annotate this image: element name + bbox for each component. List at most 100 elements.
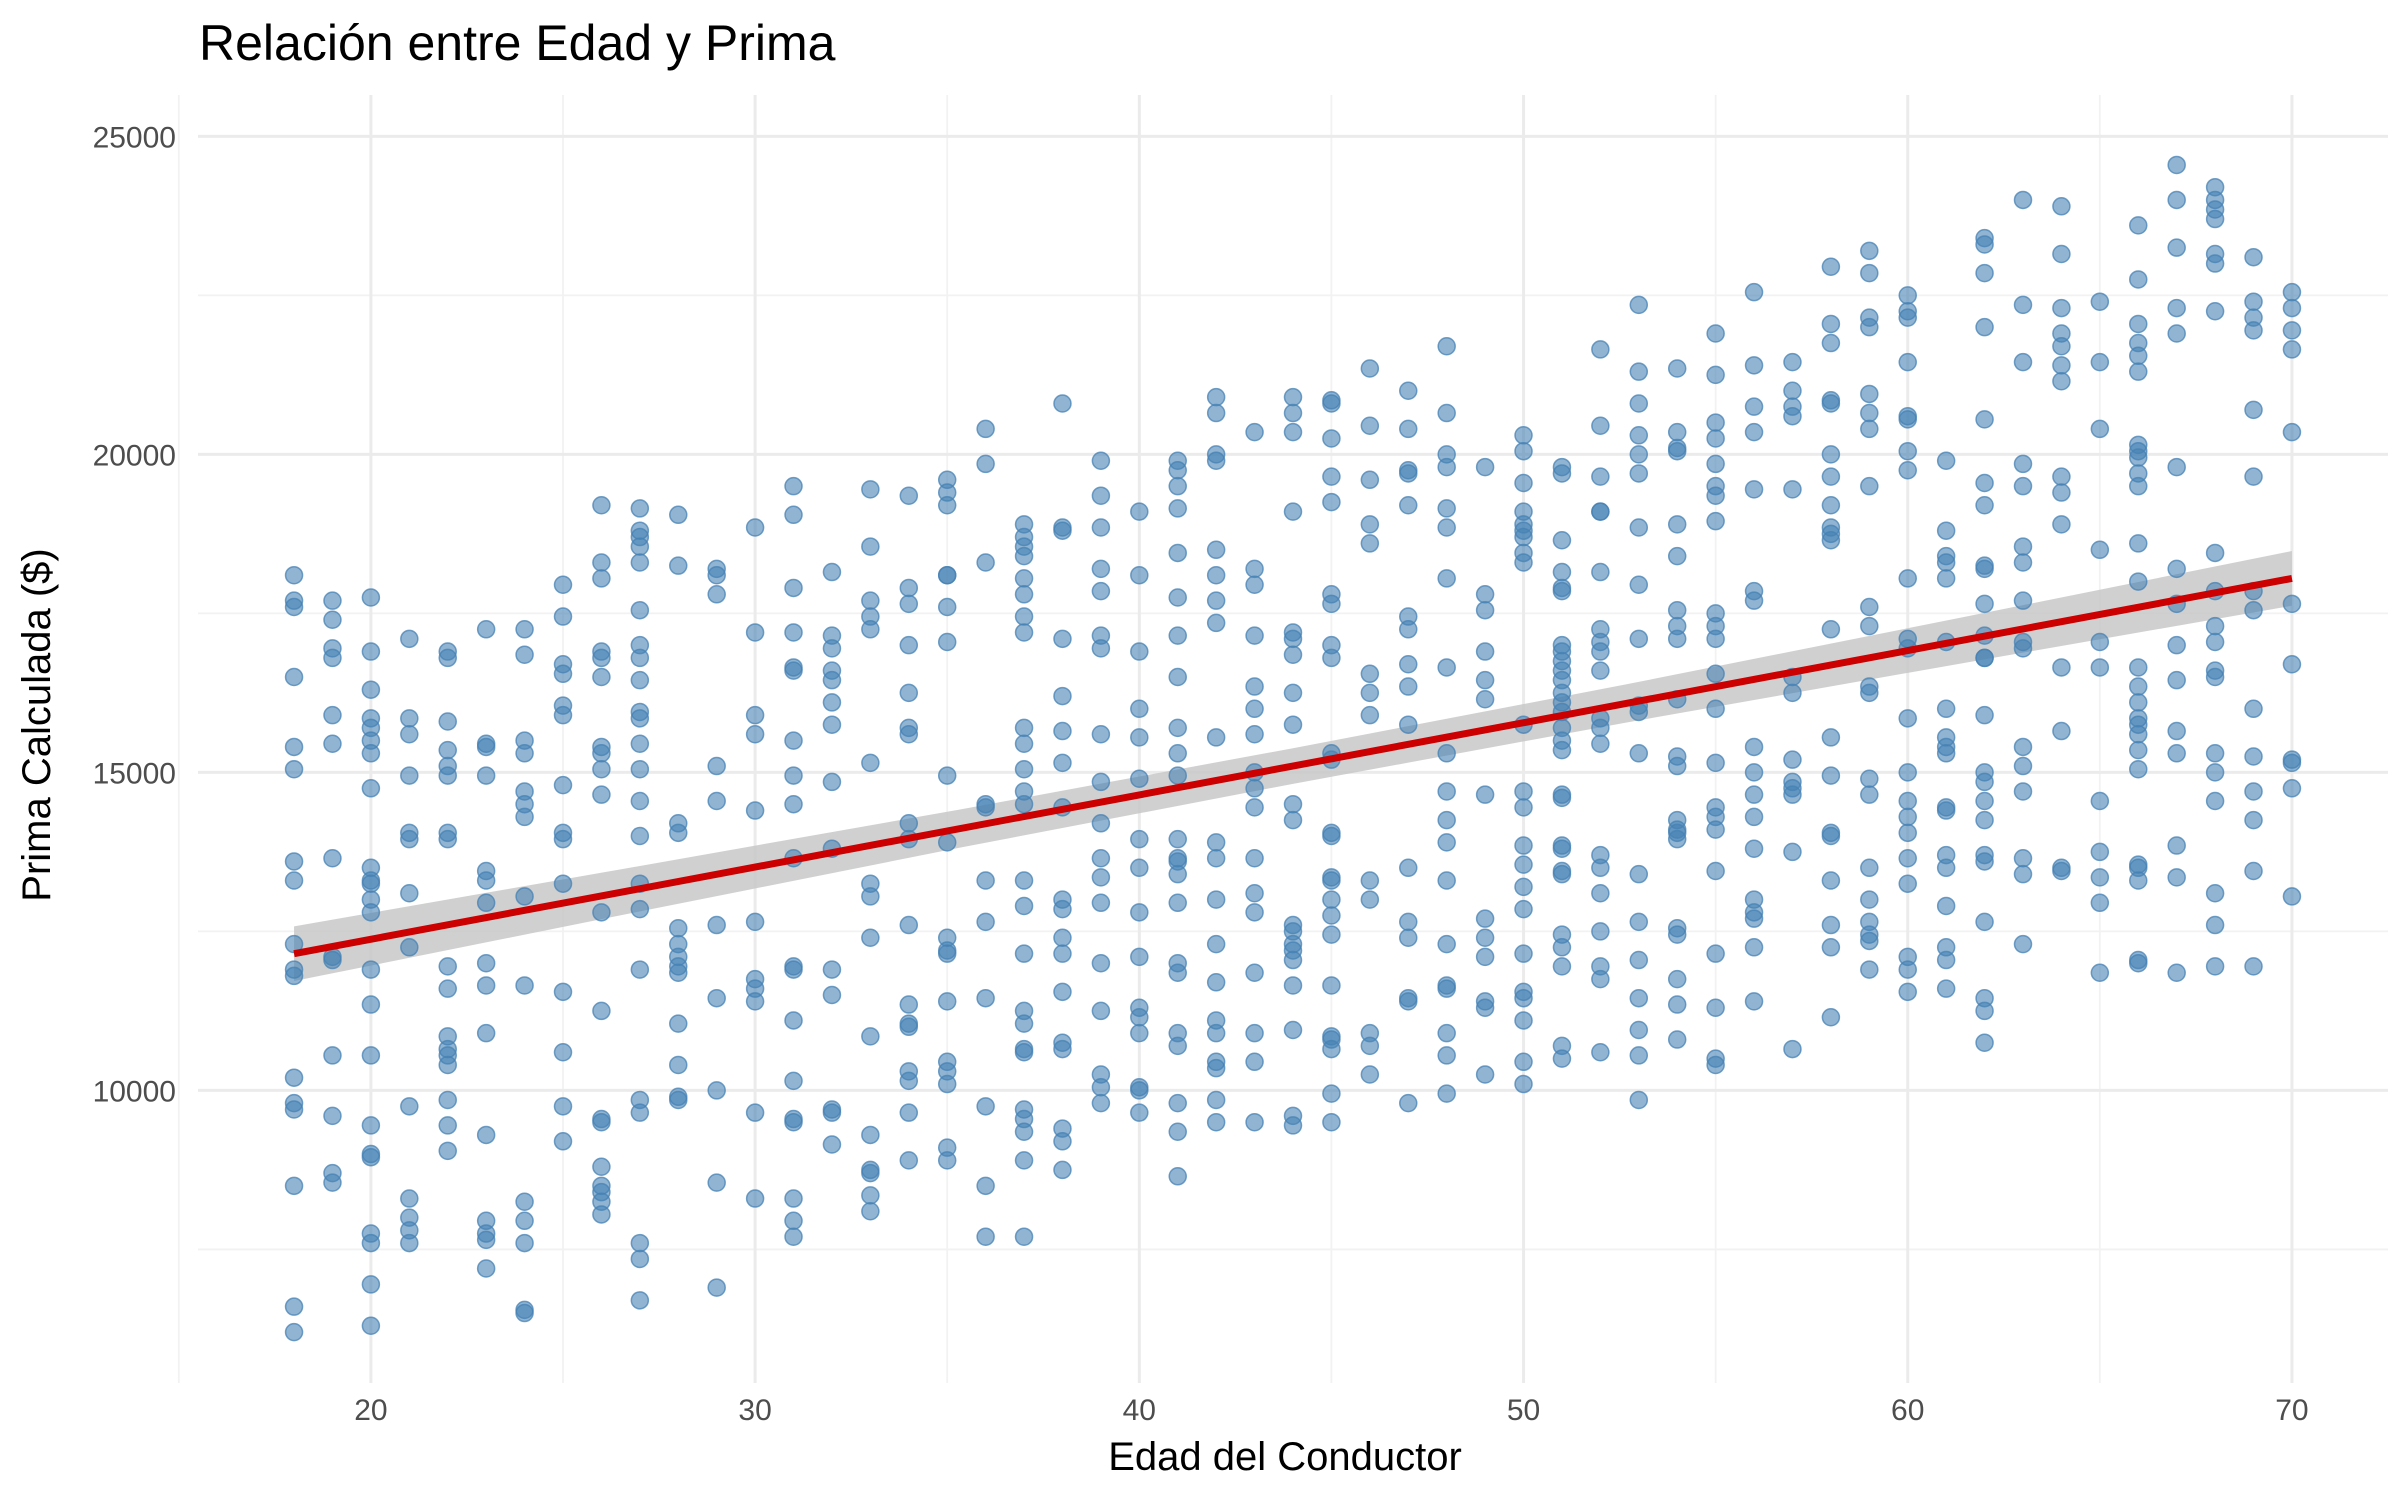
x-tick-label: 40 — [1123, 1394, 1156, 1427]
data-point — [1130, 699, 1149, 719]
data-point — [1629, 950, 1649, 970]
data-point — [2282, 340, 2302, 359]
data-point — [1130, 502, 1149, 521]
data-point — [1322, 467, 1341, 486]
data-point — [1821, 620, 1841, 639]
data-point — [1283, 422, 1303, 442]
data-point — [1514, 836, 1533, 855]
data-point — [2129, 534, 2148, 553]
data-point — [1399, 464, 1418, 483]
data-point — [2244, 957, 2263, 976]
data-point — [553, 1132, 573, 1151]
data-point — [630, 759, 650, 779]
x-tick-label: 50 — [1507, 1394, 1540, 1427]
data-point — [515, 807, 534, 827]
data-point — [1360, 683, 1380, 703]
data-point — [1283, 715, 1303, 734]
data-point — [553, 705, 573, 725]
data-point — [1975, 559, 1994, 579]
data-point — [2013, 782, 2033, 801]
data-point — [2090, 292, 2110, 311]
data-point — [1206, 934, 1226, 954]
data-point — [1936, 553, 1956, 572]
data-point — [2205, 209, 2225, 229]
data-point — [1860, 616, 1879, 636]
data-point — [1821, 496, 1841, 515]
data-point — [1168, 766, 1187, 785]
data-point — [1744, 992, 1764, 1011]
data-point — [2167, 670, 2186, 690]
data-point — [1322, 925, 1341, 944]
data-point — [1245, 724, 1264, 744]
data-point — [515, 645, 534, 664]
data-point — [707, 1173, 726, 1192]
data-point — [1898, 410, 1917, 429]
data-point — [2052, 356, 2071, 375]
data-point — [323, 705, 342, 725]
data-point — [937, 565, 957, 585]
data-point — [361, 1275, 381, 1294]
data-point — [1975, 496, 1994, 515]
data-point — [822, 1103, 842, 1122]
data-point — [1091, 953, 1111, 973]
data-point — [822, 562, 842, 582]
data-point — [2282, 298, 2302, 318]
data-point — [1283, 1116, 1303, 1135]
data-point — [1514, 527, 1533, 547]
data-point — [1130, 728, 1149, 747]
data-point — [784, 1112, 803, 1132]
data-point — [745, 623, 765, 642]
data-point — [2282, 321, 2302, 340]
data-point — [745, 992, 765, 1011]
data-point — [1744, 763, 1764, 782]
data-point — [1014, 1043, 1034, 1062]
data-point — [1591, 562, 1610, 582]
data-point — [1245, 626, 1264, 645]
data-point — [1014, 1122, 1034, 1142]
data-point — [2167, 190, 2186, 210]
data-point — [861, 1186, 880, 1205]
data-point — [400, 938, 419, 957]
data-point — [1399, 655, 1418, 674]
data-point — [1437, 810, 1456, 830]
data-point — [630, 537, 650, 556]
data-point — [400, 724, 419, 744]
data-point — [707, 1081, 726, 1100]
data-point — [1706, 429, 1725, 448]
data-point — [784, 476, 803, 496]
data-point — [2244, 861, 2263, 881]
data-point — [1014, 718, 1034, 738]
data-point — [1206, 1023, 1226, 1043]
data-point — [1821, 445, 1841, 464]
data-point — [1014, 944, 1034, 963]
data-point — [592, 1112, 611, 1132]
data-point — [1322, 1039, 1341, 1059]
data-point — [861, 928, 880, 948]
data-point — [1860, 683, 1879, 703]
data-point — [438, 1090, 457, 1110]
data-point — [1936, 858, 1956, 878]
data-point — [2282, 753, 2302, 773]
data-point — [1860, 597, 1879, 617]
data-point — [1706, 820, 1725, 839]
data-point — [2282, 655, 2302, 674]
data-point — [937, 496, 957, 515]
data-point — [323, 849, 342, 868]
data-point — [515, 620, 534, 639]
data-point — [1821, 766, 1841, 785]
data-point — [630, 960, 650, 979]
data-point — [1514, 877, 1533, 897]
data-point — [1283, 502, 1303, 521]
data-point — [1552, 839, 1572, 858]
data-point — [400, 766, 419, 785]
data-point — [2013, 591, 2033, 610]
data-point — [1437, 1023, 1456, 1043]
data-point — [1130, 1008, 1149, 1027]
data-points — [284, 155, 2302, 1342]
data-point — [1437, 833, 1456, 852]
data-point — [2129, 572, 2148, 591]
data-point — [1591, 416, 1610, 435]
data-point — [1053, 944, 1072, 963]
data-point — [1053, 753, 1072, 773]
